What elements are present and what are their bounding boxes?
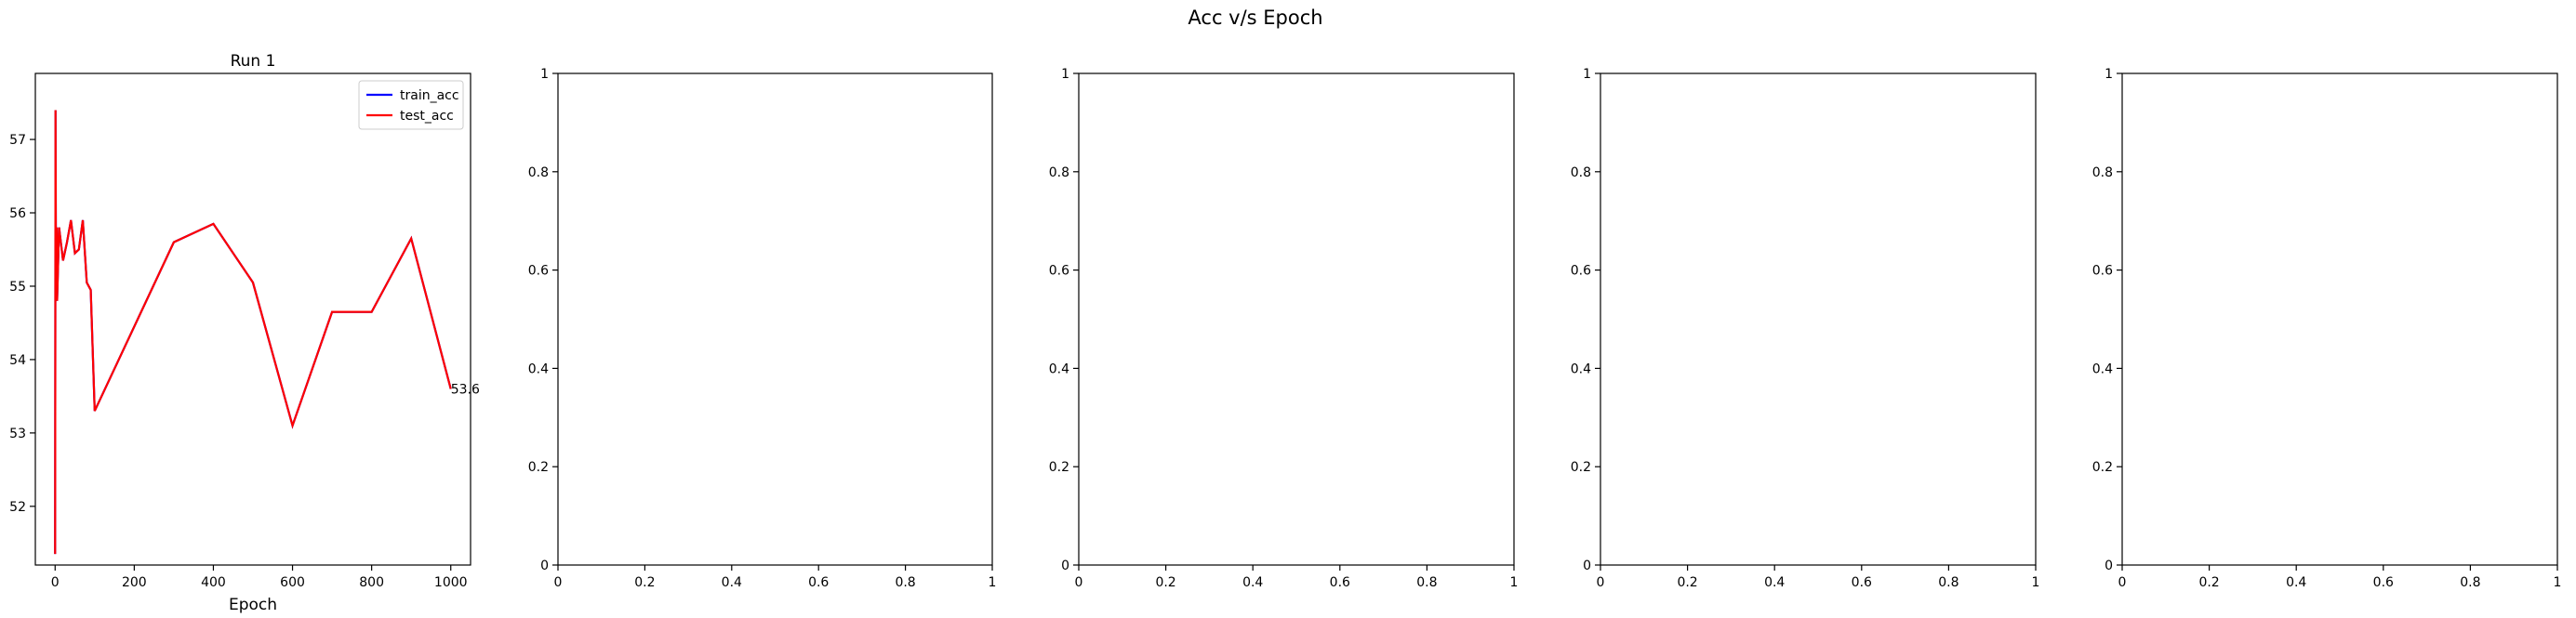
x-tick-label: 0 bbox=[1075, 575, 1083, 590]
y-tick-label: 0.8 bbox=[1049, 165, 1069, 180]
axes-frame bbox=[557, 72, 993, 566]
legend-label: test_acc bbox=[400, 109, 454, 124]
y-tick-label: 53 bbox=[9, 427, 26, 441]
x-tick-label: 0.6 bbox=[1330, 575, 1350, 590]
subplot-2: 0 0.2 0.4 0.6 0.8 1 0 0.2 0.4 0.6 0.8 1 bbox=[528, 67, 997, 590]
y-tick-label: 0.4 bbox=[1571, 362, 1591, 376]
x-tick-label: 0 bbox=[2118, 575, 2127, 590]
legend-label: train_acc bbox=[400, 88, 459, 103]
y-tick-label: 54 bbox=[9, 353, 26, 368]
y-tick-label: 1 bbox=[1583, 67, 1591, 82]
y-tick-label: 0 bbox=[2105, 559, 2113, 573]
x-tick-label: 0.4 bbox=[2286, 575, 2306, 590]
y-tick-label: 0.6 bbox=[2092, 264, 2113, 279]
data-label: 53.6 bbox=[451, 383, 480, 398]
x-tick-label: 0.4 bbox=[1242, 575, 1263, 590]
x-tick-label: 0.2 bbox=[634, 575, 655, 590]
axes-frame bbox=[2121, 72, 2558, 566]
y-tick-label: 0.2 bbox=[1049, 460, 1069, 475]
y-tick-label: 0.6 bbox=[1571, 264, 1591, 279]
y-tick-label: 0.8 bbox=[1571, 165, 1591, 180]
y-tick-label: 55 bbox=[9, 280, 26, 295]
axes-frame bbox=[34, 72, 471, 566]
y-tick-label: 0 bbox=[540, 559, 549, 573]
subplot-title: Run 1 bbox=[231, 52, 276, 71]
x-tick-label: 0.4 bbox=[1764, 575, 1785, 590]
x-tick-label: 0 bbox=[51, 575, 60, 590]
x-tick-label: 0.8 bbox=[1938, 575, 1959, 590]
y-tick-label: 52 bbox=[9, 500, 26, 515]
y-tick-label: 56 bbox=[9, 206, 26, 221]
y-tick-label: 0.6 bbox=[528, 264, 549, 279]
figure-suptitle: Acc v/s Epoch bbox=[1188, 7, 1322, 29]
y-tick-label: 0 bbox=[1061, 559, 1069, 573]
y-tick-label: 0.2 bbox=[2092, 460, 2113, 475]
x-tick-label: 0.6 bbox=[2373, 575, 2394, 590]
legend: train_acc test_acc bbox=[358, 80, 464, 130]
y-tick-label: 1 bbox=[2105, 67, 2113, 82]
x-tick-label: 1 bbox=[989, 575, 997, 590]
x-tick-label: 0.2 bbox=[1677, 575, 1697, 590]
x-tick-label: 0.8 bbox=[1416, 575, 1437, 590]
y-tick-label: 0 bbox=[1583, 559, 1591, 573]
subplot-3: 0 0.2 0.4 0.6 0.8 1 0 0.2 0.4 0.6 0.8 1 bbox=[1049, 67, 1519, 590]
legend-box bbox=[358, 80, 464, 130]
x-tick-label: 1 bbox=[2554, 575, 2562, 590]
subplot-5: 0 0.2 0.4 0.6 0.8 1 0 0.2 0.4 0.6 0.8 1 bbox=[2092, 67, 2562, 590]
y-tick-label: 0.2 bbox=[528, 460, 549, 475]
x-tick-label: 0.2 bbox=[2198, 575, 2219, 590]
x-axis-label: Epoch bbox=[229, 596, 277, 614]
x-tick-label: 1 bbox=[2032, 575, 2040, 590]
x-tick-label: 0 bbox=[554, 575, 563, 590]
x-tick-label: 1000 bbox=[434, 575, 468, 590]
series-line-test-acc bbox=[54, 110, 452, 555]
y-tick-label: 0.4 bbox=[1049, 362, 1069, 376]
subplot-1: 0 200 400 600 800 1000 52 53 54 55 56 57 Run 1 Epoch 5… bbox=[9, 52, 480, 614]
x-tick-label: 600 bbox=[280, 575, 305, 590]
x-tick-label: 0.8 bbox=[895, 575, 915, 590]
x-tick-label: 0.4 bbox=[722, 575, 742, 590]
subplot-4: 0 0.2 0.4 0.6 0.8 1 0 0.2 0.4 0.6 0.8 1 bbox=[1571, 67, 2040, 590]
x-tick-label: 800 bbox=[359, 575, 384, 590]
x-tick-label: 1 bbox=[1510, 575, 1519, 590]
x-tick-label: 200 bbox=[122, 575, 147, 590]
y-tick-label: 0.8 bbox=[2092, 165, 2113, 180]
y-tick-label: 0.4 bbox=[528, 362, 549, 376]
y-tick-label: 0.8 bbox=[528, 165, 549, 180]
y-tick-label: 1 bbox=[540, 67, 549, 82]
y-tick-label: 0.2 bbox=[1571, 460, 1591, 475]
x-tick-label: 0.2 bbox=[1155, 575, 1175, 590]
y-tick-label: 1 bbox=[1061, 67, 1069, 82]
y-tick-label: 0.4 bbox=[2092, 362, 2113, 376]
x-tick-label: 0.6 bbox=[1852, 575, 1872, 590]
x-tick-label: 0 bbox=[1597, 575, 1605, 590]
axes-frame bbox=[1078, 72, 1515, 566]
y-tick-label: 0.6 bbox=[1049, 264, 1069, 279]
x-tick-label: 0.8 bbox=[2460, 575, 2480, 590]
axes-frame bbox=[1600, 72, 2037, 566]
x-tick-label: 0.6 bbox=[808, 575, 829, 590]
x-tick-label: 400 bbox=[201, 575, 226, 590]
y-tick-label: 57 bbox=[9, 133, 26, 148]
